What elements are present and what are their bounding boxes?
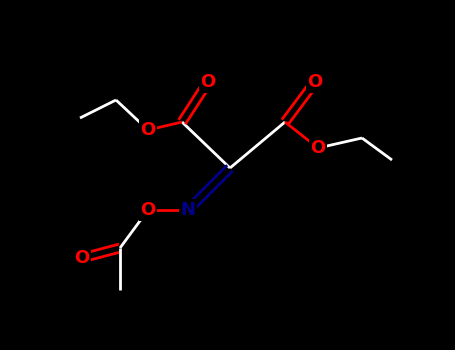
Text: O: O [141,121,156,139]
Text: N: N [181,201,196,219]
Text: O: O [310,139,326,157]
Text: O: O [141,201,156,219]
Text: O: O [74,249,90,267]
Text: O: O [308,73,323,91]
Text: O: O [200,73,216,91]
